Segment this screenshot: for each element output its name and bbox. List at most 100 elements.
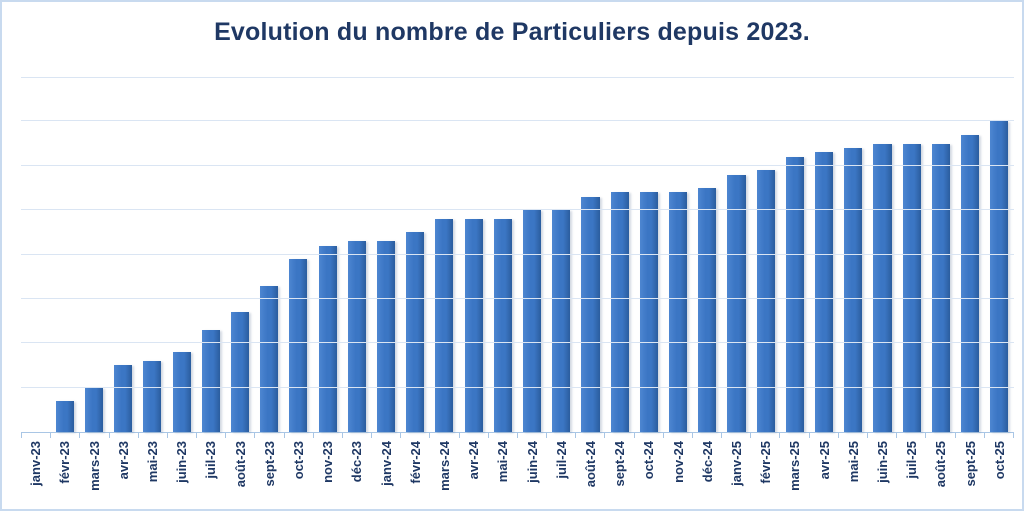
axis-tick <box>721 432 750 438</box>
x-axis-label: févr-23 <box>57 441 73 484</box>
bar-slot <box>517 77 546 432</box>
axis-tick <box>575 432 604 438</box>
x-axis-label: sept-23 <box>261 441 277 487</box>
bar-slot <box>780 77 809 432</box>
bar-slot <box>459 77 488 432</box>
x-axis-label: oct-23 <box>290 441 306 480</box>
bar <box>610 192 629 432</box>
bar-slot <box>751 77 780 432</box>
axis-tick <box>137 432 167 438</box>
axis-tick <box>341 432 371 438</box>
bar <box>698 187 717 432</box>
label-cell: févr-23 <box>50 441 79 505</box>
label-cell: mars-25 <box>780 441 809 505</box>
gridline <box>21 77 1014 78</box>
x-axis-label: oct-24 <box>641 441 657 480</box>
x-axis-label: mai-25 <box>845 441 861 483</box>
label-cell: déc-23 <box>342 441 371 505</box>
x-axis-label: nov-24 <box>670 441 686 483</box>
axis-tick <box>808 432 838 438</box>
axis-tick <box>108 432 138 438</box>
x-axis-label: oct-25 <box>991 441 1007 480</box>
axis-tick <box>925 432 954 438</box>
bar-slot <box>371 77 400 432</box>
x-axis-label: avr-23 <box>115 441 131 480</box>
label-cell: juil-23 <box>196 441 225 505</box>
label-cell: août-24 <box>576 441 605 505</box>
axis-tick <box>633 432 663 438</box>
gridline <box>21 209 1014 211</box>
label-cell: avr-25 <box>809 441 838 505</box>
label-cell: sept-23 <box>255 441 284 505</box>
chart-title: Evolution du nombre de Particuliers depu… <box>214 18 810 46</box>
axis-tick <box>516 432 546 438</box>
label-cell: août-23 <box>225 441 254 505</box>
gridline <box>21 342 1014 344</box>
x-axis-label: août-25 <box>933 441 949 488</box>
bar <box>318 245 337 432</box>
bar <box>639 192 658 432</box>
bar <box>844 148 863 432</box>
bars-row <box>21 77 1014 432</box>
axis-tick <box>691 432 721 438</box>
axis-tick <box>954 432 984 438</box>
x-axis-label: juil-23 <box>203 441 219 479</box>
bar <box>114 365 133 432</box>
bar <box>961 134 980 432</box>
x-axis-label: mars-25 <box>787 441 803 491</box>
bar-slot <box>167 77 196 432</box>
label-cell: oct-25 <box>985 441 1014 505</box>
bar <box>552 210 571 432</box>
bar <box>902 143 921 432</box>
bar-slot <box>138 77 167 432</box>
gridline <box>21 386 1014 388</box>
label-cell: oct-23 <box>284 441 313 505</box>
bar-slot <box>21 77 50 432</box>
axis-tick <box>546 432 575 438</box>
bar-slot <box>225 77 254 432</box>
bar-slot <box>868 77 897 432</box>
x-axis-label: août-24 <box>582 441 598 488</box>
label-cell: févr-25 <box>751 441 780 505</box>
bar <box>873 143 892 432</box>
label-cell: juil-24 <box>547 441 576 505</box>
x-axis-label: janv-24 <box>378 441 394 486</box>
bar <box>172 352 191 432</box>
label-cell: juil-25 <box>897 441 926 505</box>
x-axis-label: avr-25 <box>816 441 832 480</box>
bar-slot <box>547 77 576 432</box>
axis-tick <box>400 432 429 438</box>
label-cell: déc-24 <box>693 441 722 505</box>
gridline <box>21 120 1014 122</box>
x-axis-label: juin-24 <box>524 441 540 483</box>
x-axis-label: janv-23 <box>28 441 44 486</box>
label-cell: févr-24 <box>401 441 430 505</box>
bar-slot <box>50 77 79 432</box>
bar-slot <box>926 77 955 432</box>
x-axis-label: avr-24 <box>466 441 482 480</box>
label-cell: mai-25 <box>839 441 868 505</box>
gridline <box>21 297 1014 299</box>
x-axis-label: mai-24 <box>495 441 511 483</box>
bar-slot <box>634 77 663 432</box>
bar-slot <box>897 77 926 432</box>
bar-slot <box>839 77 868 432</box>
bar <box>581 196 600 432</box>
x-axis-label: déc-24 <box>699 441 715 483</box>
x-axis-label: févr-24 <box>407 441 423 484</box>
bar <box>289 258 308 432</box>
x-axis-label: févr-25 <box>758 441 774 484</box>
x-axis-labels: janv-23 févr-23 mars-23 avr-23 mai-23 juin-23… <box>21 441 1014 505</box>
label-cell: mars-24 <box>430 441 459 505</box>
axis-tick <box>458 432 488 438</box>
label-cell: janv-24 <box>371 441 400 505</box>
axis-tick <box>604 432 633 438</box>
axis-tick <box>312 432 342 438</box>
x-axis-label: nov-23 <box>320 441 336 483</box>
label-cell: nov-23 <box>313 441 342 505</box>
bar-slot <box>722 77 751 432</box>
axis-tick <box>166 432 196 438</box>
axis-tick <box>866 432 896 438</box>
x-axis-label: juin-23 <box>174 441 190 483</box>
bar-slot <box>196 77 225 432</box>
